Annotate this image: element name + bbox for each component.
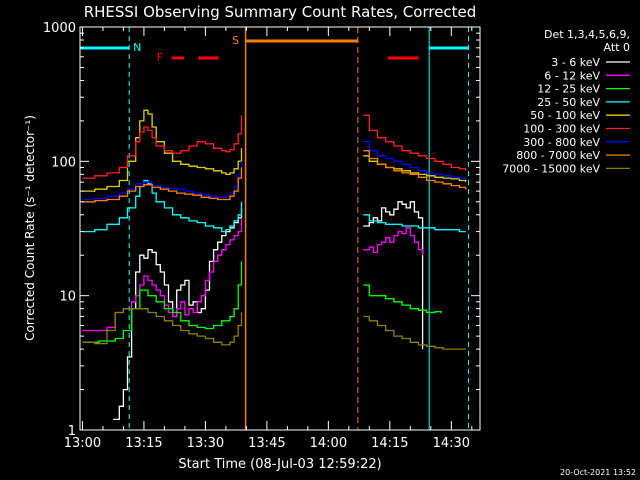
series-2-segment-1 <box>363 284 442 314</box>
series-6 <box>82 141 467 201</box>
night-label: N <box>133 41 141 54</box>
x-tick-label-1: 13:15 <box>125 436 162 451</box>
series-2 <box>82 261 442 343</box>
x-tick-label-0: 13:00 <box>64 436 101 451</box>
series-6-segment-0 <box>82 161 243 201</box>
series-2-segment-0 <box>82 261 243 343</box>
legend-header-line-1: Det 1,3,4,5,6,9, <box>544 28 630 41</box>
y-tick-label-1: 10 <box>59 290 76 305</box>
legend-label-4: 50 - 100 keV <box>530 109 600 122</box>
series-0-segment-0 <box>113 207 243 421</box>
series-1-segment-0 <box>82 217 243 332</box>
flare-label: F <box>157 51 163 64</box>
chart-title: RHESSI Observing Summary Count Rates, Co… <box>84 3 477 21</box>
annotations-layer: N F S <box>80 27 470 430</box>
series-3-segment-1 <box>363 214 466 233</box>
x-tick-label-2: 13:30 <box>187 436 224 451</box>
series-layer <box>82 109 467 421</box>
y-tick-label-3: 1000 <box>43 21 76 36</box>
y-tick-label-0: 1 <box>68 424 76 439</box>
x-tick-label-6: 14:30 <box>433 436 470 451</box>
series-1-segment-1 <box>363 227 424 256</box>
legend-label-1: 6 - 12 keV <box>544 69 600 82</box>
series-8 <box>82 308 466 350</box>
series-8-segment-0 <box>82 308 243 346</box>
generation-timestamp: 20-Oct-2021 13:52 <box>560 468 636 477</box>
series-7-segment-0 <box>82 167 243 203</box>
plot-frame <box>79 26 481 431</box>
series-0-segment-1 <box>363 201 424 350</box>
saa-label: S <box>232 34 239 47</box>
x-tick-label-3: 13:45 <box>248 436 285 451</box>
legend-label-3: 25 - 50 keV <box>537 96 600 109</box>
axes-layer: 1 10 100 1000 13:00 13:15 13:30 13:45 14:00 14:15… <box>43 21 481 451</box>
series-5-segment-0 <box>82 115 243 179</box>
series-7-segment-1 <box>363 150 467 190</box>
legend-label-6: 300 - 800 keV <box>523 136 600 149</box>
series-5-segment-1 <box>363 114 467 171</box>
legend-label-7: 800 - 7000 keV <box>516 149 600 162</box>
x-axis-label: Start Time (08-Jul-03 12:59:22) <box>178 457 381 472</box>
legend-label-5: 100 - 300 keV <box>523 123 600 136</box>
x-tick-label-4: 14:00 <box>310 436 347 451</box>
legend-header-line-2: Att 0 <box>604 41 630 54</box>
y-axis-label: Corrected Count Rate (s⁻¹ detector⁻¹) <box>23 115 37 341</box>
series-6-segment-1 <box>363 141 467 179</box>
series-3 <box>82 179 466 233</box>
legend-label-2: 12 - 25 keV <box>537 83 600 96</box>
series-5 <box>82 114 467 179</box>
series-7 <box>82 150 467 203</box>
series-8-segment-1 <box>363 315 466 350</box>
series-0 <box>113 201 424 421</box>
series-3-segment-0 <box>82 179 243 233</box>
y-tick-label-2: 100 <box>51 155 76 170</box>
legend-label-0: 3 - 6 keV <box>551 56 600 69</box>
legend-label-8: 7000 - 15000 keV <box>502 162 600 175</box>
x-tick-label-5: 14:15 <box>371 436 408 451</box>
series-1 <box>82 217 424 332</box>
